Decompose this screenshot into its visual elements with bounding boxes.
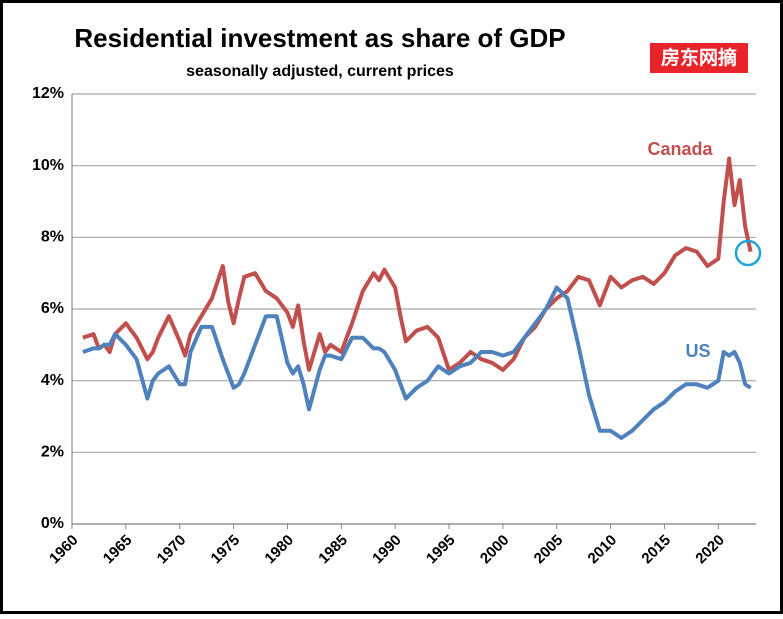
- y-tick-label: 2%: [41, 444, 64, 461]
- y-tick-label: 4%: [41, 372, 64, 389]
- highlight-circle: [734, 239, 762, 267]
- y-tick-label: 0%: [41, 515, 64, 532]
- line-series: [82, 156, 753, 372]
- y-tick-label: 6%: [41, 300, 64, 317]
- y-tick-label: 10%: [32, 157, 64, 174]
- chart-subtitle: seasonally adjusted, current prices: [186, 63, 454, 80]
- line-series: [82, 285, 752, 440]
- series-label: Canada: [647, 139, 713, 159]
- y-tick-label: 12%: [32, 85, 64, 102]
- chart-title: Residential investment as share of GDP: [74, 23, 565, 53]
- series-label: US: [685, 341, 710, 361]
- watermark: 房东网摘: [661, 46, 737, 69]
- y-tick-label: 8%: [41, 229, 64, 246]
- watermark-box: [650, 43, 748, 73]
